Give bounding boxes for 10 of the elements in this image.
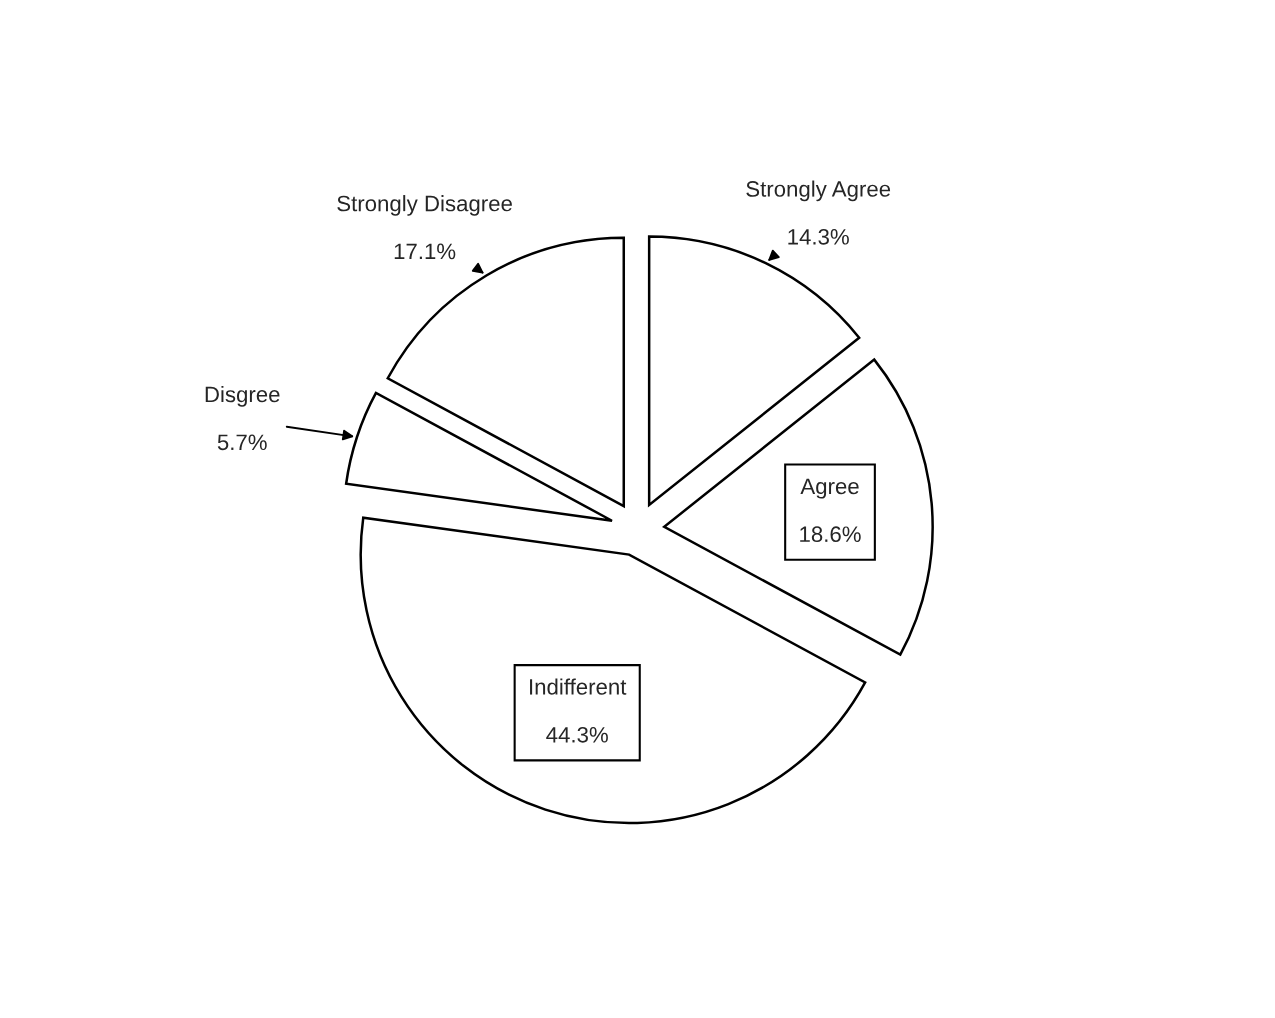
- data-label: 5.7%: [217, 434, 267, 451]
- data-label: 14.3%: [788, 228, 849, 245]
- slice-label: Strongly Agree: [746, 180, 891, 202]
- slice-label: Strongly Disagree: [337, 195, 512, 216]
- slice-label: Agree: [800, 478, 859, 499]
- data-label: 44.3%: [546, 726, 608, 743]
- data-label: 18.6%: [800, 526, 861, 543]
- slice-label: Indifferent: [530, 678, 627, 695]
- slice-label: Disgree: [205, 385, 280, 407]
- data-label: 17.1%: [394, 243, 456, 260]
